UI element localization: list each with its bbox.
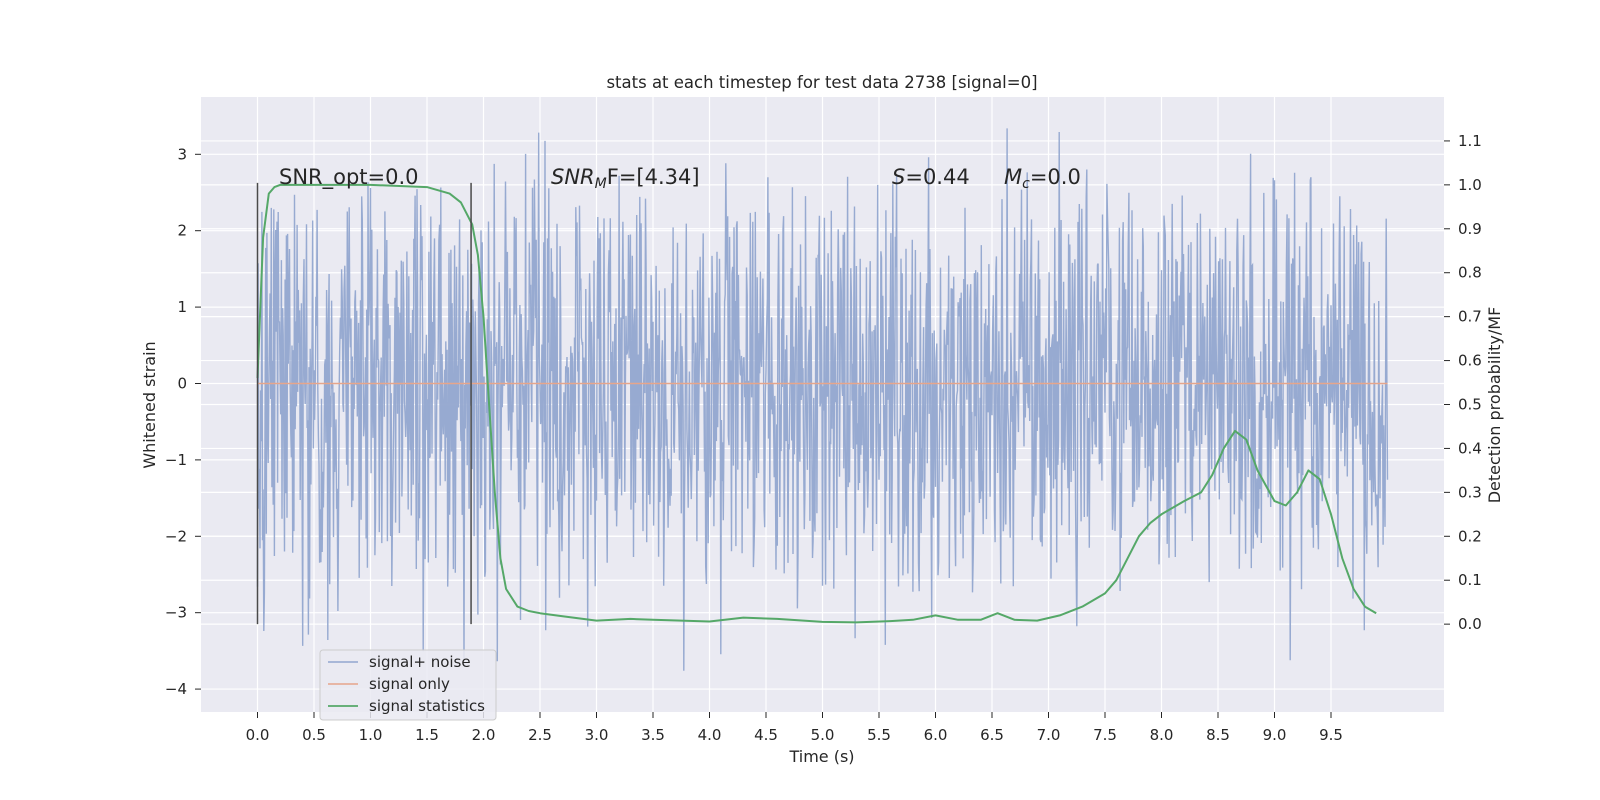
x-tick-label: 7.0 [1037, 726, 1061, 744]
x-axis-ticks: 0.0 0.5 1.0 1.5 2.0 2.5 3.0 3.5 4.0 4.5 5.0 5.5 6.0 6… [246, 712, 1343, 744]
mc-rest: =0.0 [1030, 165, 1081, 189]
snr-mf-annotation: SNRMF=[4.34] [551, 165, 700, 192]
y2-tick-label: 0.5 [1458, 396, 1482, 414]
y2-tick-label: 0.4 [1458, 439, 1482, 457]
snr-mf-rest: F=[4.34] [607, 165, 700, 189]
y2-axis-label: Detection probability/MF [1485, 307, 1504, 504]
vertical-markers [256, 182, 472, 625]
x-tick-label: 5.0 [811, 726, 835, 744]
x-tick-label: 1.0 [359, 726, 383, 744]
x-tick-label: 2.5 [528, 726, 552, 744]
x-tick-label: 5.5 [867, 726, 891, 744]
x-tick-label: 2.0 [472, 726, 496, 744]
x-tick-label: 0.0 [246, 726, 270, 744]
legend-label-signal-plus-noise: signal+ noise [369, 653, 471, 671]
x-tick-label: 3.0 [585, 726, 609, 744]
signal-plus-noise-line [256, 128, 1389, 671]
y2-tick-label: 1.0 [1458, 176, 1482, 194]
y2-tick-label: 0.0 [1458, 615, 1482, 633]
legend: signal+ noise signal only signal statist… [319, 649, 497, 721]
y-axis-ticks: 3 2 1 0 −1 −2 −3 −4 [165, 145, 201, 698]
snr-opt-annotation: SNR_opt=0.0 [279, 165, 419, 190]
y2-tick-label: 0.7 [1458, 308, 1482, 326]
x-tick-label: 3.5 [641, 726, 665, 744]
y2-tick-label: 0.8 [1458, 264, 1482, 282]
x-axis-label: Time (s) [788, 747, 854, 766]
x-tick-label: 1.5 [415, 726, 439, 744]
y-tick-label: 2 [177, 222, 187, 240]
x-tick-label: 6.0 [924, 726, 948, 744]
y-tick-label: −3 [165, 604, 187, 622]
signal-plus-noise-series [256, 128, 1389, 671]
x-tick-label: 8.5 [1206, 726, 1230, 744]
y-axis-label: Whitened strain [140, 341, 159, 468]
x-tick-label: 0.5 [302, 726, 326, 744]
y2-axis-ticks: 1.1 1.0 0.9 0.8 0.7 0.6 0.5 0.4 0.3 0.2 0.1 0.0 [1444, 132, 1482, 633]
s-var: S [892, 165, 905, 189]
legend-label-signal-statistics: signal statistics [369, 697, 485, 715]
signal-statistics-line [256, 183, 1377, 624]
y2-tick-label: 1.1 [1458, 132, 1482, 150]
snr-mf-subscript: M [595, 176, 607, 192]
mc-var: M [1004, 165, 1022, 189]
x-tick-label: 6.5 [980, 726, 1004, 744]
y-tick-label: −2 [165, 527, 187, 545]
y-tick-label: 1 [177, 298, 187, 316]
s-annotation: S=0.44 [892, 165, 970, 189]
y2-tick-label: 0.3 [1458, 483, 1482, 501]
y2-tick-label: 0.9 [1458, 220, 1482, 238]
y-tick-label: 0 [177, 374, 187, 392]
y2-tick-label: 0.2 [1458, 527, 1482, 545]
y2-tick-label: 0.6 [1458, 352, 1482, 370]
legend-box [319, 649, 497, 721]
y-tick-label: 3 [177, 145, 187, 163]
x-tick-label: 4.5 [754, 726, 778, 744]
legend-label-signal-only: signal only [369, 675, 450, 693]
chart-title: stats at each timestep for test data 273… [606, 73, 1037, 92]
y-tick-label: −1 [165, 451, 187, 469]
snr-mf-main: SNR [551, 165, 595, 189]
x-tick-label: 9.0 [1263, 726, 1287, 744]
mc-subscript: c [1022, 176, 1030, 192]
x-tick-label: 8.0 [1150, 726, 1174, 744]
s-rest: =0.44 [905, 165, 969, 189]
x-tick-label: 7.5 [1093, 726, 1117, 744]
y2-tick-label: 0.1 [1458, 571, 1482, 589]
mc-annotation: Mc=0.0 [1004, 165, 1081, 192]
line-series [256, 183, 1388, 624]
x-tick-label: 9.5 [1319, 726, 1343, 744]
x-tick-label: 4.0 [698, 726, 722, 744]
y-tick-label: −4 [165, 680, 187, 698]
